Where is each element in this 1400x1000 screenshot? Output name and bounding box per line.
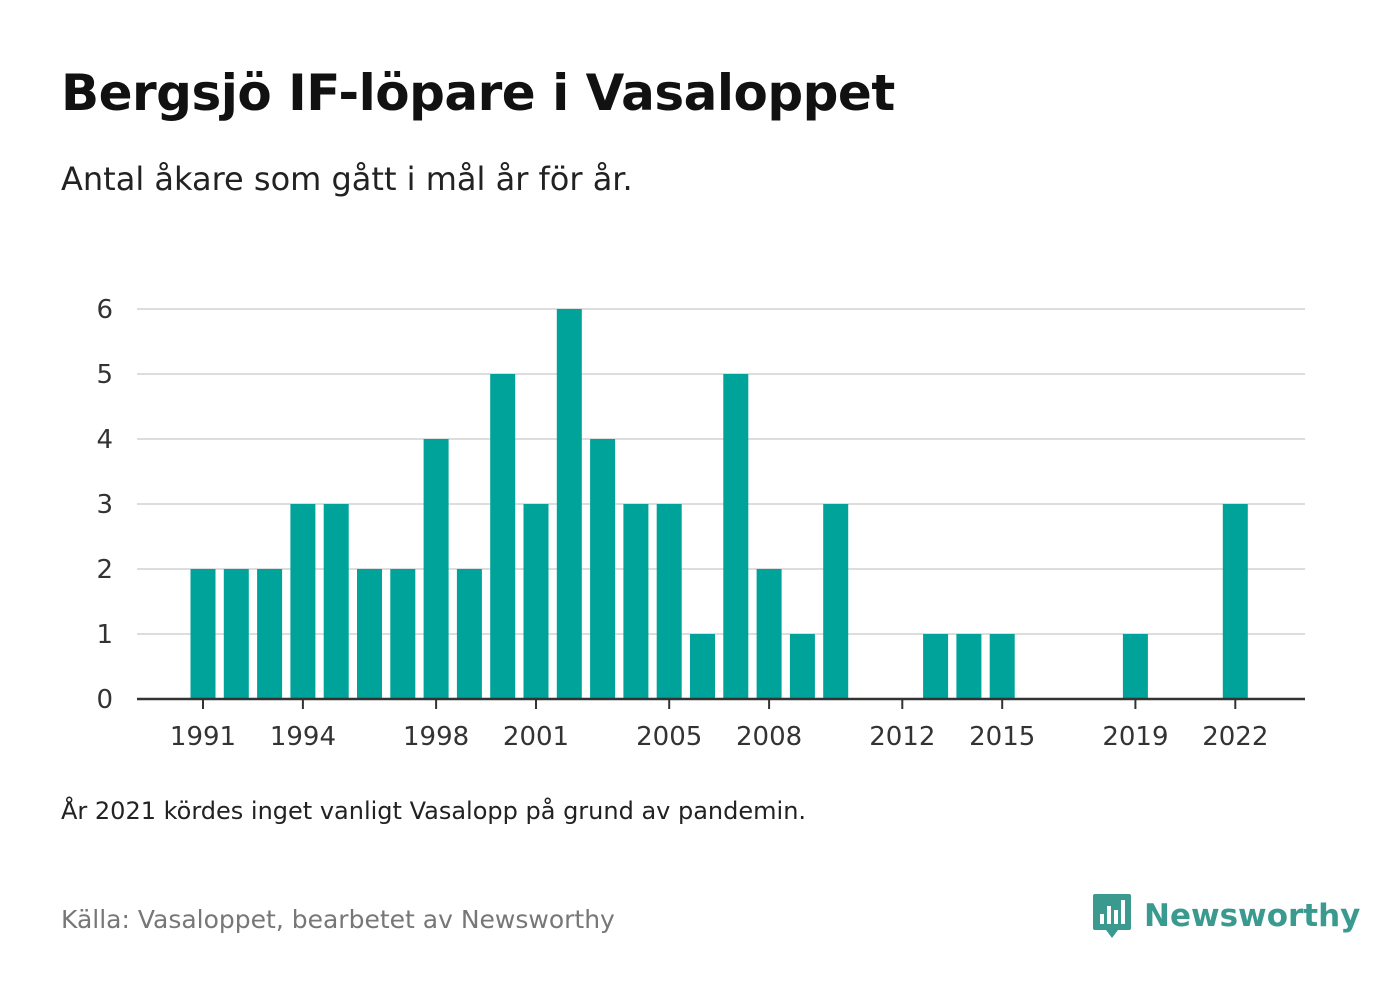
y-tick-label: 5 (96, 360, 113, 390)
x-tick-label: 2005 (636, 722, 702, 752)
x-tick-label: 2022 (1202, 722, 1268, 752)
bar-2007 (723, 374, 749, 699)
x-tick-label: 1998 (403, 722, 469, 752)
bar-2001 (523, 504, 549, 699)
x-tick-label: 1994 (270, 722, 336, 752)
y-tick-label: 0 (96, 685, 113, 715)
bar-1992 (223, 569, 249, 699)
chart-subtitle: Antal åkare som gått i mål år för år. (61, 160, 633, 198)
y-tick-label: 2 (96, 555, 113, 585)
x-tick-label: 1991 (170, 722, 236, 752)
bar-2013 (923, 634, 949, 699)
bar-2003 (590, 439, 616, 699)
bar-chart: 0 1 2 3 4 5 6 1991 1994 1998 2001 2005 2008 2012 2015 2… (96, 295, 1305, 752)
bar-1999 (456, 569, 482, 699)
bar-2019 (1122, 634, 1148, 699)
bar-2022 (1222, 504, 1248, 699)
bar-1998 (423, 439, 449, 699)
x-tick-label: 2012 (869, 722, 935, 752)
chart-title: Bergsjö IF-löpare i Vasaloppet (61, 64, 895, 122)
y-tick-label: 4 (96, 425, 113, 455)
chart-note: År 2021 kördes inget vanligt Vasalopp på… (61, 797, 807, 825)
newsworthy-logo-text: Newsworthy (1144, 898, 1361, 934)
bar-1995 (323, 504, 349, 699)
x-tick-label: 2008 (736, 722, 802, 752)
bar-2010 (823, 504, 849, 699)
bar-1994 (290, 504, 316, 699)
bar-2009 (789, 634, 815, 699)
y-tick-label: 3 (96, 490, 113, 520)
x-tick-label: 2019 (1102, 722, 1168, 752)
bar-1996 (357, 569, 382, 699)
bar-1993 (257, 569, 283, 699)
bar-2004 (623, 504, 649, 699)
y-tick-label: 6 (96, 295, 113, 325)
x-tick-label: 2001 (503, 722, 569, 752)
bar-1991 (190, 569, 216, 699)
bar-2005 (656, 504, 682, 699)
source-text: Källa: Vasaloppet, bearbetet av Newswort… (61, 905, 615, 934)
bars (190, 309, 1248, 699)
bar-2006 (690, 634, 715, 699)
y-tick-label: 1 (96, 620, 113, 650)
bar-2002 (556, 309, 582, 699)
bar-2008 (756, 569, 782, 699)
bar-2014 (956, 634, 982, 699)
newsworthy-logo[interactable]: Newsworthy (1092, 892, 1360, 940)
x-tick-label: 2015 (969, 722, 1035, 752)
bar-2015 (989, 634, 1015, 699)
newsworthy-logo-icon (1093, 894, 1131, 938)
bar-2000 (490, 374, 516, 699)
axes: 0 1 2 3 4 5 6 1991 1994 1998 2001 2005 2008 2012 2015 2… (96, 295, 1305, 752)
bar-1997 (390, 569, 416, 699)
